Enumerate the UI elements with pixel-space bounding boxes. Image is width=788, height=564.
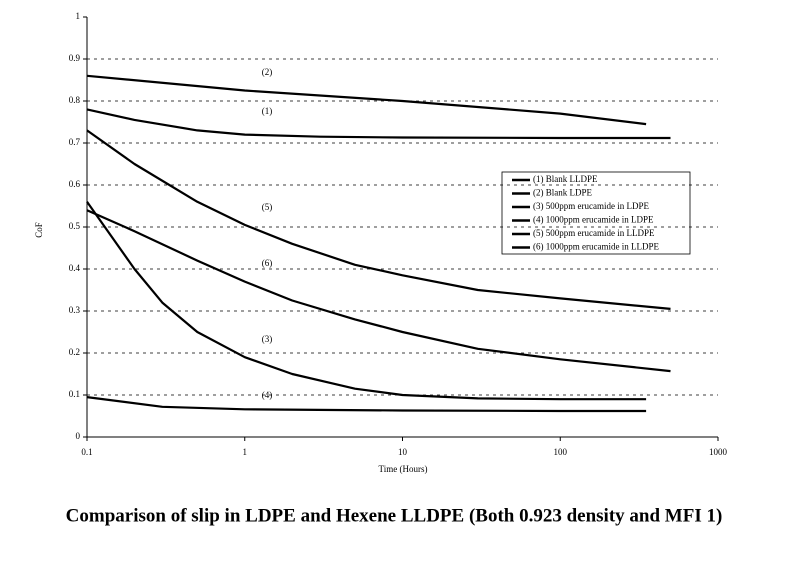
x-tick-label: 10 [398,447,408,457]
x-tick-label: 0.1 [81,447,92,457]
x-tick-label: 1000 [709,447,728,457]
legend-label: (6) 1000ppm erucamide in LLDPE [533,242,659,252]
legend-label: (3) 500ppm erucamide in LDPE [533,201,649,211]
annotation: (1) [262,106,273,116]
series-line [86,74,647,126]
annotation: (2) [262,67,273,77]
series-line [86,396,647,413]
y-tick-label: 0.2 [69,347,80,357]
series-line [86,201,647,401]
annotation: (4) [262,390,273,400]
chart-title: Comparison of slip in LDPE and Hexene LL… [66,505,723,526]
legend-label: (4) 1000ppm erucamide in LDPE [533,215,654,225]
y-tick-label: 0.7 [69,137,81,147]
series-line [86,209,671,373]
y-tick-label: 0.9 [69,53,81,63]
annotation: (3) [262,334,273,344]
y-tick-label: 0.5 [69,221,81,231]
y-tick-label: 0 [76,431,81,441]
x-tick-label: 100 [554,447,568,457]
y-tick-label: 0.8 [69,95,81,105]
series-line [86,129,671,310]
legend-label: (2) Blank LDPE [533,188,592,198]
y-tick-label: 0.3 [69,305,81,315]
annotation: (5) [262,202,273,212]
y-axis-label: CoF [34,222,44,238]
series-line [86,108,671,140]
x-tick-label: 1 [243,447,248,457]
x-axis-label: Time (Hours) [379,464,428,474]
y-tick-label: 0.1 [69,389,80,399]
legend-box [501,171,691,255]
annotation: (6) [262,258,273,268]
y-tick-label: 0.6 [69,179,81,189]
legend-label: (1) Blank LLDPE [533,174,598,184]
y-tick-label: 0.4 [69,263,81,273]
y-tick-label: 1 [76,11,81,21]
legend-label: (5) 500ppm erucamide in LLDPE [533,228,655,238]
